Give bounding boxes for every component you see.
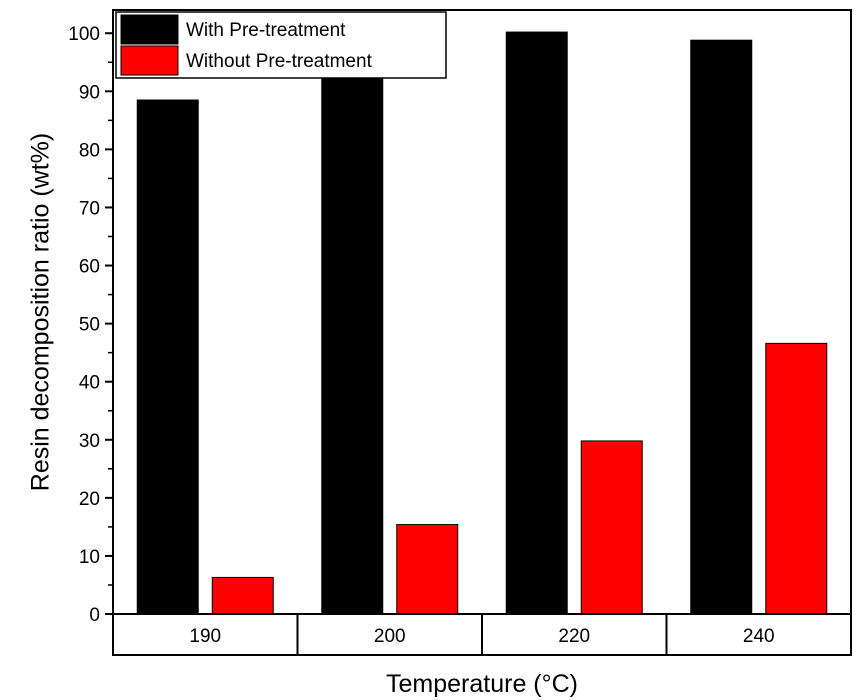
y-tick-label-50: 50 <box>79 315 100 336</box>
y-tick-label-20: 20 <box>79 489 100 510</box>
bar-without-pre-treatment-190 <box>211 576 274 615</box>
y-tick-label-40: 40 <box>79 373 100 394</box>
bar-without-pre-treatment-220 <box>580 440 643 615</box>
y-axis-title: Resin decomposition ratio (wt%) <box>27 133 55 491</box>
bar-with-pre-treatment-200 <box>321 76 384 615</box>
legend: With Pre-treatment Without Pre-treatment <box>115 11 447 79</box>
y-tick-label-70: 70 <box>79 198 100 219</box>
x-category-label-190: 190 <box>189 626 221 647</box>
y-tick-label-100: 100 <box>68 24 100 45</box>
bar-with-pre-treatment-220 <box>505 31 568 615</box>
x-category-label-220: 220 <box>558 626 590 647</box>
legend-label-without-pretreatment: Without Pre-treatment <box>186 51 373 72</box>
x-category-label-200: 200 <box>374 626 406 647</box>
bar-without-pre-treatment-200 <box>396 524 459 615</box>
bar-with-pre-treatment-240 <box>690 39 753 615</box>
bars-layer <box>136 31 828 615</box>
y-tick-label-30: 30 <box>79 431 100 452</box>
legend-swatch-without-pretreatment <box>120 45 179 76</box>
y-tick-label-90: 90 <box>79 82 100 103</box>
legend-label-with-pretreatment: With Pre-treatment <box>186 20 346 41</box>
y-tick-label-80: 80 <box>79 140 100 161</box>
y-tick-label-10: 10 <box>79 547 100 568</box>
y-axis-ticks: 0 10 20 30 40 50 60 70 80 90 100 <box>68 24 113 626</box>
x-axis-title: Temperature (°C) <box>386 670 578 698</box>
bar-with-pre-treatment-190 <box>136 99 199 615</box>
y-tick-label-60: 60 <box>79 257 100 278</box>
bar-without-pre-treatment-240 <box>765 342 828 615</box>
y-tick-label-0: 0 <box>89 605 100 626</box>
x-axis-categories: 190 200 220 240 <box>189 614 775 655</box>
x-category-label-240: 240 <box>743 626 775 647</box>
legend-swatch-with-pretreatment <box>120 14 179 45</box>
